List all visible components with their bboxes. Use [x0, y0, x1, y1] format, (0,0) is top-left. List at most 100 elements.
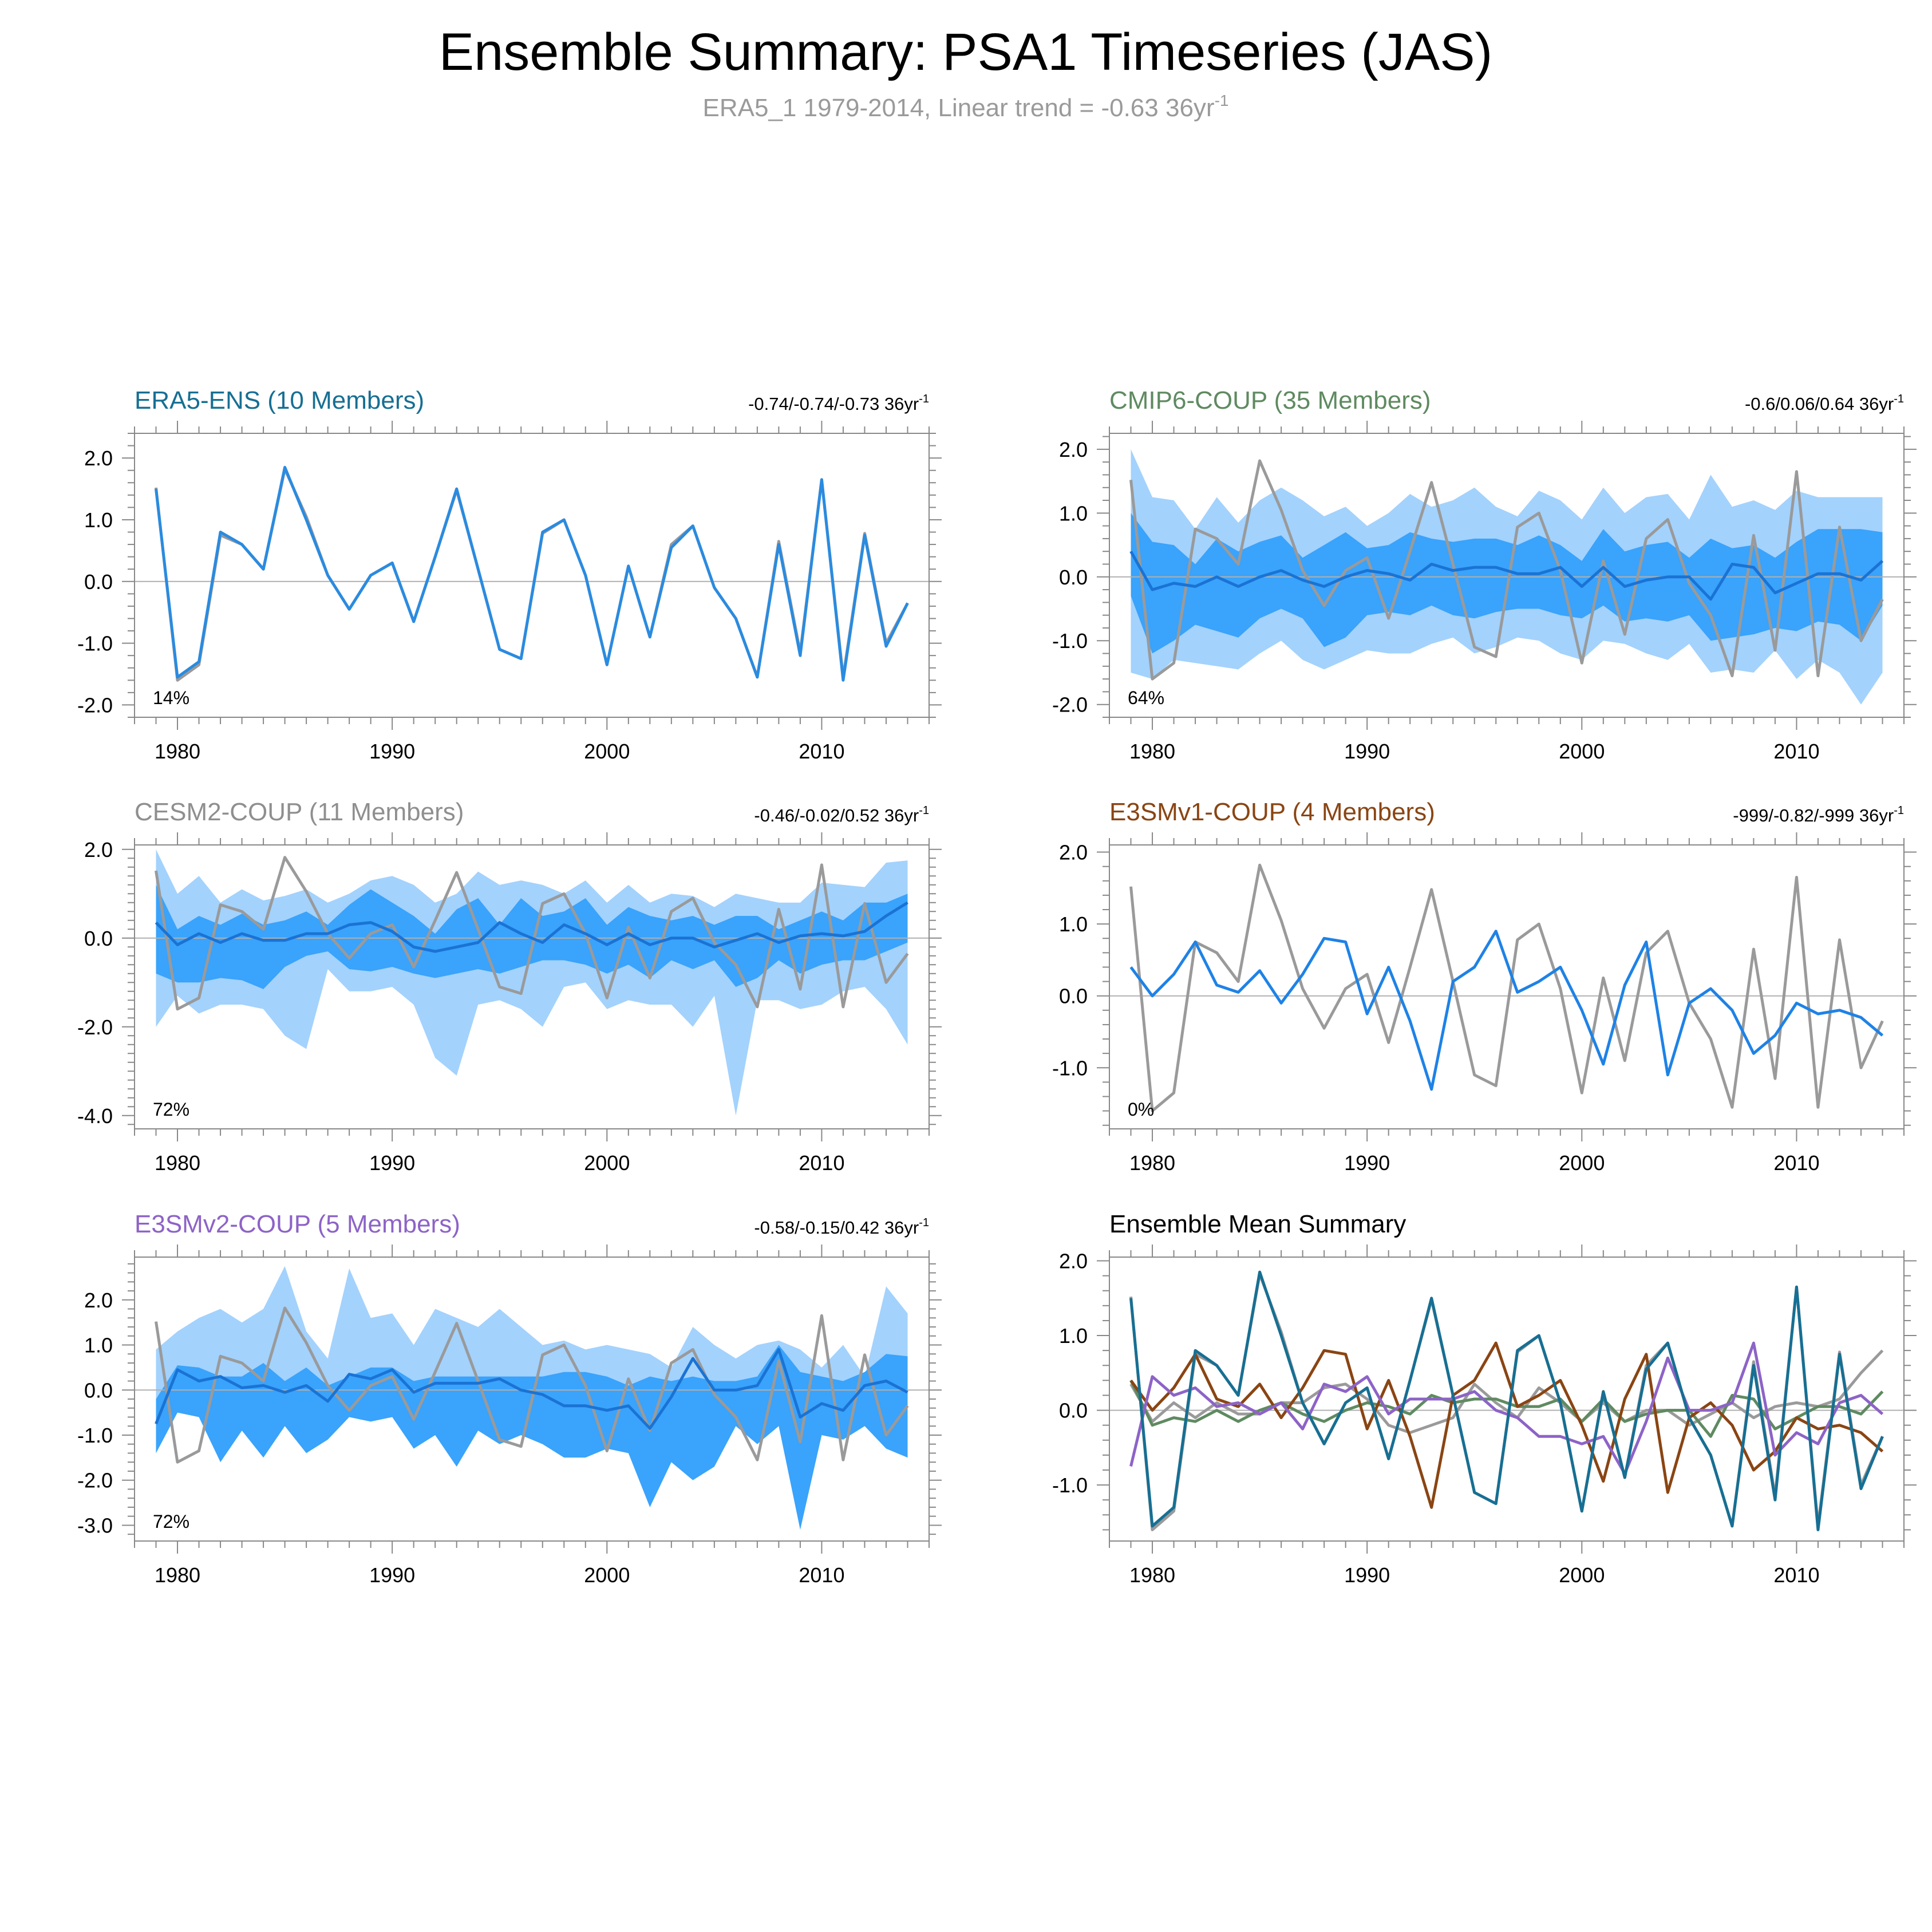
y-tick-label: -1.0: [1052, 629, 1088, 653]
y-tick-label: 1.0: [1059, 1324, 1088, 1348]
y-tick-label: 0.0: [84, 927, 113, 950]
trend-label-text: -0.58/-0.15/0.42 36yr: [754, 1218, 919, 1238]
y-tick-label: 2.0: [84, 1289, 113, 1312]
x-tick-label: 1990: [369, 1151, 415, 1175]
x-tick-label: 1980: [155, 1563, 200, 1587]
y-tick-label: 0.0: [84, 570, 113, 594]
x-tick-label: 2010: [1773, 740, 1819, 763]
x-tick-label: 1990: [369, 1563, 415, 1587]
trend-label-superscript: -1: [919, 1216, 929, 1229]
x-tick-label: 1980: [1129, 740, 1175, 763]
x-tick-label: 1980: [155, 1151, 200, 1175]
y-tick-label: 2.0: [1059, 841, 1088, 864]
plot-area: [135, 465, 929, 682]
panel-title: ERA5-ENS (10 Members): [135, 386, 424, 414]
plot-frame: [134, 844, 930, 1129]
panel-title: CMIP6-COUP (35 Members): [1109, 386, 1431, 414]
trend-label: -0.46/-0.02/0.52 36yr-1: [754, 804, 929, 825]
trend-label: -999/-0.82/-999 36yr-1: [1733, 804, 1904, 825]
x-tick-label: 2000: [584, 1151, 630, 1175]
x-tick-label: 2000: [1559, 1563, 1605, 1587]
observed-line: [155, 856, 909, 1011]
y-tick-label: 1.0: [1059, 501, 1088, 525]
plot-frame: [1109, 1257, 1905, 1542]
panel-title: Ensemble Mean Summary: [1109, 1210, 1406, 1238]
figure-title: Ensemble Summary: PSA1 Timeseries (JAS): [439, 23, 1493, 81]
trend-label: -0.6/0.06/0.64 36yr-1: [1745, 393, 1904, 414]
y-tick-label: -1.0: [1052, 1473, 1088, 1497]
x-tick-label: 1990: [369, 740, 415, 763]
ensemble-mean-line: [1129, 550, 1884, 601]
percent-label: 0%: [1128, 1099, 1154, 1120]
panel-cmip6: CMIP6-COUP (35 Members) -0.6/0.06/0.64 36…: [1052, 386, 1917, 763]
observed-line: [1129, 459, 1884, 681]
x-tick-label: 1990: [1344, 1151, 1390, 1175]
x-tick-label: 2000: [584, 740, 630, 763]
x-tick-label: 1990: [1344, 740, 1390, 763]
panel-cesm2: CESM2-COUP (11 Members) -0.46/-0.02/0.52 …: [77, 798, 942, 1175]
plot-frame: [134, 433, 930, 718]
y-tick-label: 2.0: [1059, 438, 1088, 461]
plot-area: [1109, 1270, 1904, 1531]
y-tick-label: 1.0: [84, 508, 113, 532]
ensemble-mean-line: [155, 465, 909, 682]
plot-area: [1109, 449, 1904, 705]
plot-frame: [1109, 433, 1905, 718]
y-tick-label: 0.0: [1059, 1399, 1088, 1423]
plot-area: [135, 1266, 929, 1530]
trend-label-superscript: -1: [919, 804, 929, 817]
x-tick-label: 1980: [1129, 1563, 1175, 1587]
observed-line: [155, 1306, 909, 1464]
y-tick-label: 0.0: [84, 1378, 113, 1402]
panel-title: E3SMv1-COUP (4 Members): [1109, 798, 1435, 826]
x-tick-label: 1980: [1129, 1151, 1175, 1175]
panel-e3smv1: E3SMv1-COUP (4 Members) -999/-0.82/-999 3…: [1052, 798, 1917, 1175]
observed-line: [1129, 863, 1884, 1113]
percent-label: 72%: [153, 1511, 189, 1532]
x-tick-label: 2010: [799, 1563, 844, 1587]
y-tick-label: -2.0: [77, 693, 113, 717]
x-tick-label: 2010: [1773, 1563, 1819, 1587]
trend-label: -0.74/-0.74/-0.73 36yr-1: [748, 393, 929, 414]
trend-label-text: -0.6/0.06/0.64 36yr: [1745, 394, 1894, 414]
x-tick-label: 1990: [1344, 1563, 1390, 1587]
x-tick-label: 2010: [1773, 1151, 1819, 1175]
y-tick-label: -1.0: [77, 1424, 113, 1447]
x-tick-label: 2000: [1559, 740, 1605, 763]
y-tick-label: -1.0: [77, 632, 113, 655]
panel-era5: ERA5-ENS (10 Members) -0.74/-0.74/-0.73 3…: [77, 386, 942, 763]
figure-subtitle-superscript: -1: [1215, 92, 1229, 109]
trend-label: -0.58/-0.15/0.42 36yr-1: [754, 1216, 929, 1238]
y-tick-label: -2.0: [77, 1469, 113, 1492]
panel-summary: Ensemble Mean Summary 1980 1990 2000 2010 -1.…: [1052, 1210, 1917, 1587]
series-line-cesm2-coup: [1129, 1349, 1884, 1435]
plot-area: [1109, 863, 1904, 1113]
figure-subtitle-text: ERA5_1 1979-2014, Linear trend = -0.63 3…: [703, 94, 1215, 122]
trend-label-text: -999/-0.82/-999 36yr: [1733, 805, 1894, 825]
figure-subtitle: ERA5_1 1979-2014, Linear trend = -0.63 3…: [703, 92, 1229, 122]
x-tick-label: 1980: [155, 740, 200, 763]
y-tick-label: -4.0: [77, 1104, 113, 1128]
x-tick-label: 2000: [584, 1563, 630, 1587]
panel-title: E3SMv2-COUP (5 Members): [135, 1210, 460, 1238]
y-tick-label: -2.0: [77, 1016, 113, 1039]
ensemble-mean-line: [155, 1348, 908, 1430]
percent-label: 64%: [1128, 688, 1164, 708]
trend-label-text: -0.46/-0.02/0.52 36yr: [754, 805, 919, 825]
trend-label-text: -0.74/-0.74/-0.73 36yr: [748, 394, 919, 414]
panel-e3smv2: E3SMv2-COUP (5 Members) -0.58/-0.15/0.42 …: [77, 1210, 942, 1587]
y-tick-label: 2.0: [84, 447, 113, 470]
trend-label-superscript: -1: [1894, 393, 1904, 405]
series-line-e3smv2-coup: [1129, 1341, 1884, 1475]
y-tick-label: -2.0: [1052, 693, 1088, 717]
trend-label-superscript: -1: [1894, 804, 1904, 817]
y-tick-label: 2.0: [84, 838, 113, 862]
panel-title: CESM2-COUP (11 Members): [135, 798, 464, 826]
plot-frame: [1109, 844, 1905, 1129]
percent-label: 14%: [153, 688, 189, 708]
x-tick-label: 2010: [799, 1151, 844, 1175]
ensemble-mean-line: [155, 901, 908, 953]
series-line-e3smv1-coup: [1129, 1341, 1884, 1509]
